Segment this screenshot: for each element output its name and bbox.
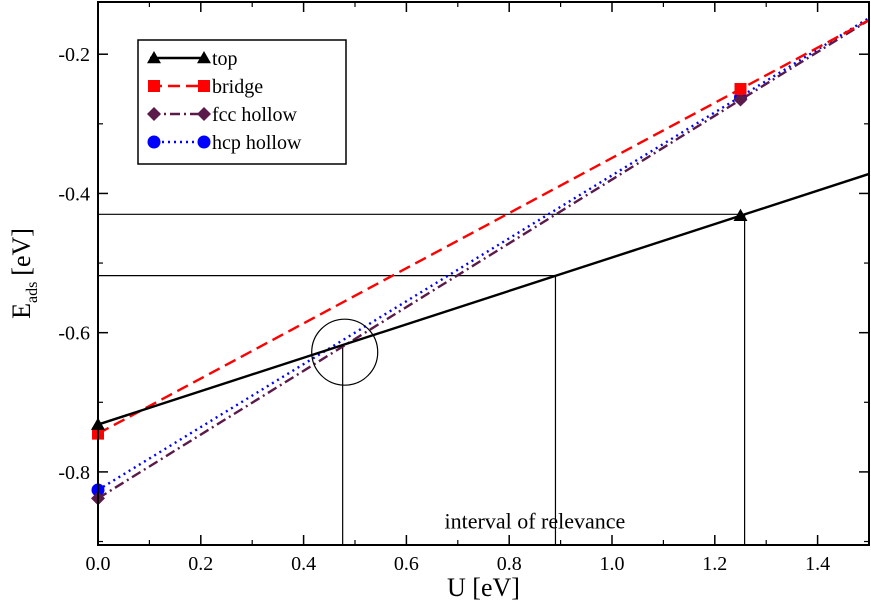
x-tick-label: 0.4: [291, 553, 316, 575]
circle-marker-layer: [311, 318, 379, 386]
highlight-circle: [311, 318, 379, 386]
y-axis-label-sub: ads: [24, 282, 41, 303]
legend-label: top: [212, 48, 238, 70]
x-tick-label: 0.6: [394, 553, 419, 575]
legend-marker: [198, 80, 210, 92]
legend-label: bridge: [212, 76, 263, 98]
x-tick-label: 0.0: [86, 553, 111, 575]
x-tick-label: 1.0: [600, 553, 625, 575]
x-axis-label: U [eV]: [447, 573, 520, 600]
legend-label: hcp hollow: [212, 132, 302, 154]
legend-box: [137, 39, 347, 165]
legend: top bridge fcc hollow hcp hollow: [137, 39, 347, 165]
legend-marker: [147, 135, 161, 149]
data-point: [733, 92, 748, 107]
data-point: [733, 208, 748, 221]
y-tick-label: -0.8: [58, 462, 90, 484]
legend-marker: [147, 107, 161, 121]
series-line: [97, 16, 870, 492]
annotation-text: interval of relevance: [445, 509, 626, 534]
legend-marker: [197, 51, 211, 64]
x-tick-label: 1.4: [805, 553, 830, 575]
legend-marker: [197, 135, 211, 149]
series-line: [97, 172, 870, 426]
legend-marker: [148, 80, 160, 92]
x-tick-label: 1.2: [702, 553, 727, 575]
legend-marker: [197, 107, 211, 121]
data-point: [734, 83, 747, 96]
legend-marker: [147, 51, 161, 64]
legend-label: fcc hollow: [212, 104, 298, 126]
x-tick-label: 0.2: [188, 553, 213, 575]
x-tick-label: 0.8: [497, 553, 522, 575]
y-axis-label: Eads [eV]: [7, 228, 41, 319]
y-tick-label: -0.2: [58, 44, 90, 66]
plot-frame: [97, 1, 870, 546]
y-tick-label: -0.6: [58, 323, 90, 345]
tick-layer: 0.0 0.2 0.4 0.6 0.8 1.0 1.2 1.4 -0.8 -0.6 -0.4 -0.2: [58, 2, 869, 575]
y-axis-label-unit: [eV]: [7, 228, 36, 276]
y-tick-label: -0.4: [58, 183, 90, 205]
y-axis-label-main: E: [7, 303, 36, 319]
reference-lines: [98, 213, 746, 545]
